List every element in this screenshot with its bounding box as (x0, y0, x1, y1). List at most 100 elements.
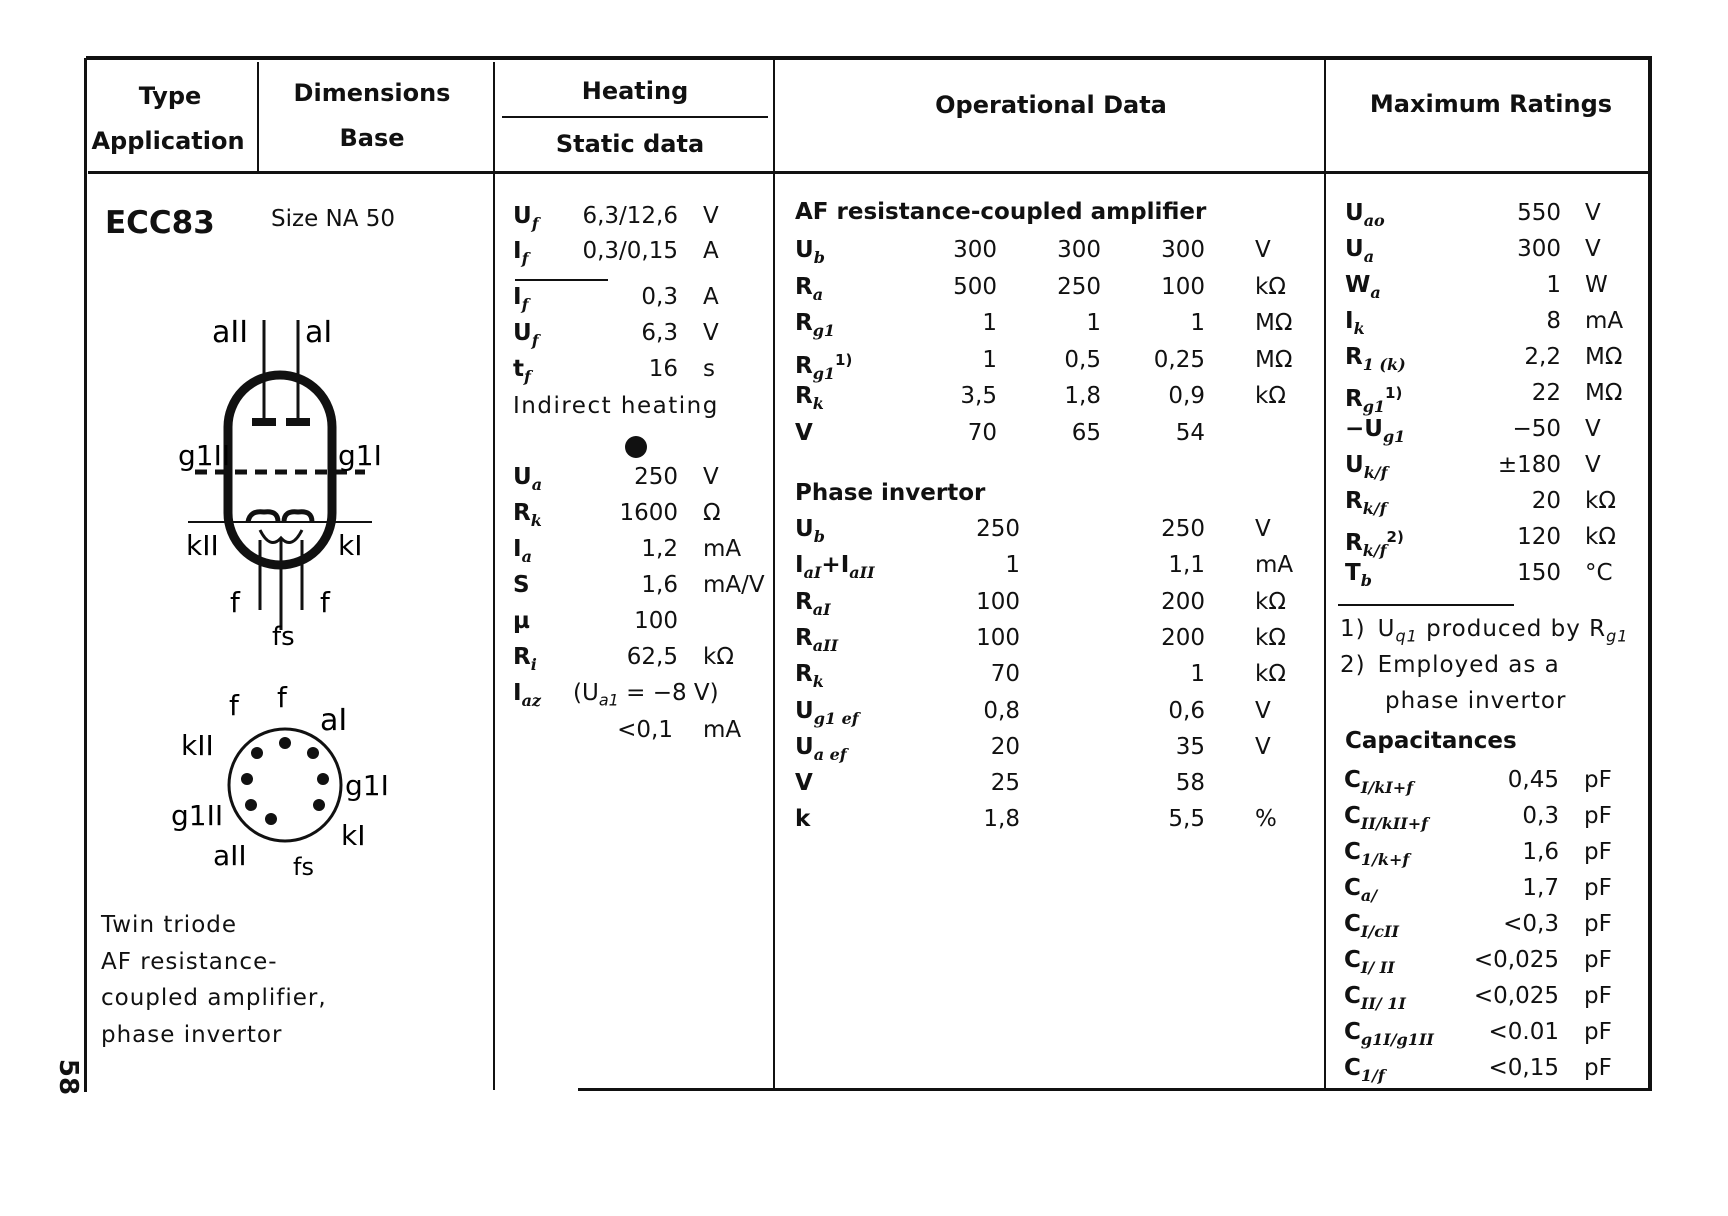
spec-unit: Ω (703, 500, 721, 526)
label-subscript: b (813, 248, 825, 267)
row-label: RaI (795, 585, 831, 627)
spec-value: 1 (1546, 272, 1561, 298)
label-subscript: b (1360, 571, 1372, 590)
operational-row: V 25 58 (795, 766, 1315, 800)
label-subscript: 1/k+f (1360, 850, 1410, 869)
label-symbol: R (513, 644, 531, 670)
operational-value: 100 (976, 588, 1020, 615)
row-label: Ub (795, 512, 825, 554)
label-subscript: 1 (k) (1362, 355, 1406, 374)
label-subscript: g1 (812, 321, 836, 340)
label-g2: g1II (178, 439, 230, 472)
left-border (84, 58, 87, 1092)
spec-row: CII/kII+f 0,3 pF (1344, 799, 1644, 833)
spec-unit: kΩ (1585, 524, 1616, 550)
spec-value: <0,1 (617, 717, 673, 743)
label-subscript: g1I/g1II (1360, 1030, 1434, 1049)
spec-row: Tb 150 °C (1345, 556, 1645, 590)
spec-row: CI/kI+f 0,45 pF (1344, 763, 1644, 797)
spec-value: 16 (648, 356, 678, 382)
operational-value: 300 (953, 237, 997, 263)
spec-value: 6,3 (641, 320, 678, 346)
label-subscript: aII (812, 635, 839, 655)
operational-value: 250 (976, 516, 1020, 542)
spec-value: 1,6 (1522, 839, 1559, 865)
label-subscript: ao (1363, 211, 1385, 230)
label-symbol: V (795, 770, 813, 797)
header-operational-data: Operational Data (935, 91, 1167, 119)
operational-row: Rg1 1 1 1 MΩ (795, 306, 1315, 340)
label-subscript: g1 ef (813, 708, 859, 728)
spec-unit: mA (1585, 308, 1624, 334)
header-maximum-ratings: Maximum Ratings (1369, 90, 1613, 118)
spec-value: 550 (1517, 200, 1561, 226)
label-subscript: g1 (1362, 397, 1386, 416)
operational-value: 70 (967, 419, 997, 446)
row-label: Rk/f (1345, 484, 1387, 526)
label-subscript: i (530, 655, 537, 674)
footnote-ref: 2) (1386, 528, 1404, 546)
spec-value: 150 (1517, 560, 1561, 586)
row-label: RaII (795, 621, 838, 663)
spec-row: tf 16 s (513, 352, 783, 386)
footnote-ref: 1) (835, 350, 853, 369)
header-static-data: Static data (555, 130, 705, 158)
row-label: Uao (1345, 196, 1385, 238)
label-symbol: I (513, 536, 522, 562)
spec-value: <0,3 (1503, 911, 1559, 937)
spec-row: Ua 250 V (513, 460, 783, 494)
spec-row: Rg11) 22 MΩ (1345, 376, 1645, 416)
label-subscript: k/f (1362, 541, 1387, 560)
spec-row: µ 100 (513, 604, 783, 638)
operational-value: 0,6 (1168, 697, 1205, 724)
spec-row: Ik 8 mA (1345, 304, 1645, 338)
spec-value: 20 (1531, 488, 1561, 514)
spec-row: Cg1I/g1II <0.01 pF (1344, 1015, 1644, 1049)
spec-row-iaz: Iaz (Ua1 = −8 V) (513, 676, 783, 710)
operational-unit: kΩ (1255, 624, 1286, 651)
operational-unit: mA (1255, 552, 1294, 579)
spec-unit: W (1585, 272, 1608, 298)
base-label-k2: kII (181, 729, 214, 762)
operational-row: Ra 500 250 100 kΩ (795, 270, 1315, 304)
operational-unit: % (1255, 806, 1277, 833)
operational-value: 58 (1175, 770, 1205, 797)
row-label: Ug1 ef (795, 694, 859, 736)
operational-value: 65 (1071, 419, 1101, 446)
operational-unit: MΩ (1255, 346, 1293, 373)
spec-unit: pF (1584, 1019, 1612, 1045)
spec-row: CI/cII <0,3 pF (1344, 907, 1644, 941)
row-label: Ia (513, 532, 532, 574)
footnote-text: U (1377, 616, 1396, 642)
label-subscript: a ef (813, 744, 847, 764)
label-subscript: a (521, 547, 532, 566)
label-subscript: az (521, 691, 542, 710)
spec-row: Ri 62,5 kΩ (513, 640, 783, 674)
tube-symbol-diagram: aII aI g1II g1I kII kI f f fs (178, 315, 382, 650)
label-symbol: U (795, 697, 814, 724)
right-border (1648, 58, 1652, 1090)
spec-unit: mA/V (703, 572, 765, 598)
spec-row: Ua 300 V (1345, 232, 1645, 266)
label-symbol: R (1345, 488, 1363, 514)
spec-unit: V (1585, 452, 1601, 478)
spec-row: CII/ 1I <0,025 pF (1344, 979, 1644, 1013)
base-pin-diagram: f f aI kII g1I g1II kI aII fs (171, 685, 389, 880)
label-subscript: aI (803, 563, 822, 583)
phase-invertor-title: Phase invertor (795, 480, 986, 506)
col-divider-ratings (1324, 60, 1326, 1090)
spec-value: 2,2 (1524, 344, 1561, 370)
label-subscript: a/ (1360, 886, 1378, 905)
spec-value: −50 (1512, 416, 1561, 442)
label-subscript: 1/f (1360, 1066, 1385, 1085)
footnote-text: produced by R (1417, 616, 1607, 642)
spec-value: 1600 (619, 500, 678, 526)
row-label: Uf (513, 316, 539, 358)
spec-value: 0,3/0,15 (582, 238, 678, 264)
label-subscript: g1 (812, 363, 836, 383)
label-symbol: R (795, 352, 813, 379)
label-symbol: k (795, 806, 811, 833)
tube-name: ECC83 (105, 205, 215, 241)
row-label: Rk (513, 496, 542, 538)
operational-row: V 70 65 54 (795, 416, 1315, 450)
